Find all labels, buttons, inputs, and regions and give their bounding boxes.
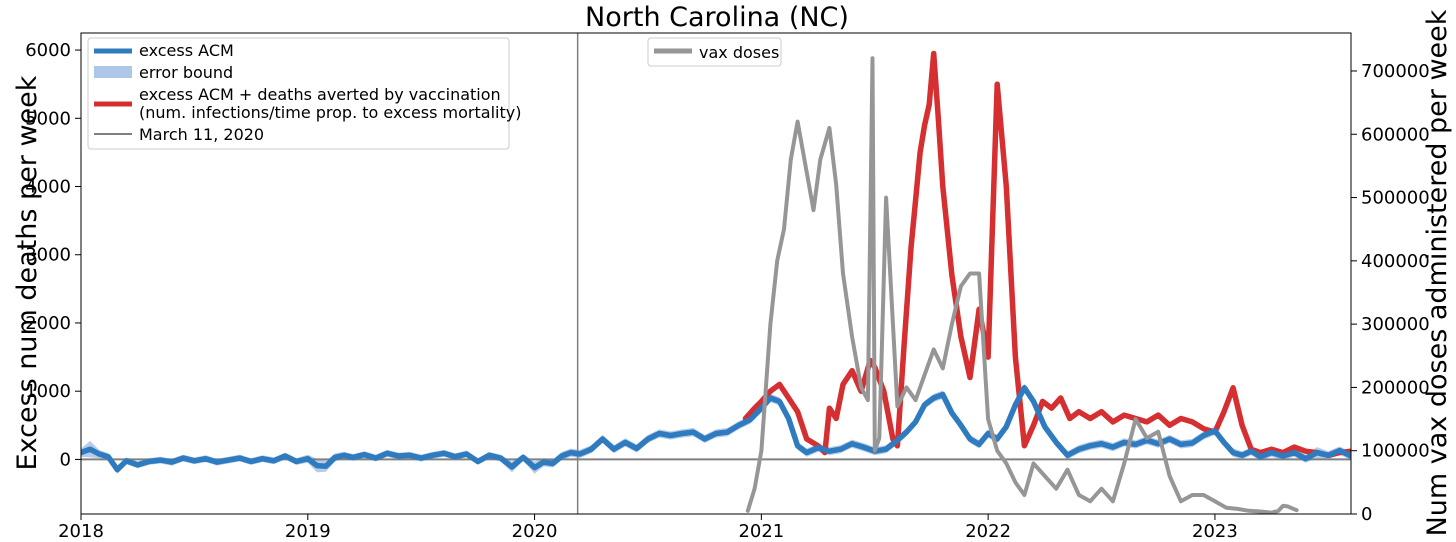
legend-right: vax doses <box>647 37 782 67</box>
x-tick-label-2018: 2018 <box>58 521 104 542</box>
y-right-tick-label-600000: 600000 <box>1361 124 1430 145</box>
series-line-excess-acm <box>81 385 1351 473</box>
y-left-tick-label-0: 0 <box>60 449 71 470</box>
legend-right-frame <box>647 37 782 67</box>
x-tick-label-2023: 2023 <box>1192 521 1238 542</box>
y-left-tick-label-4000: 4000 <box>25 177 71 198</box>
legend-label-vline: March 11, 2020 <box>139 125 264 144</box>
y-right-tick-label-300000: 300000 <box>1361 314 1430 335</box>
y-left-tick-label-1000: 1000 <box>25 381 71 402</box>
y-left-tick-label-6000: 6000 <box>25 40 71 61</box>
plot-frame <box>80 32 1352 515</box>
y-axis-right-title: Num vax doses administered per week <box>1422 9 1453 536</box>
x-tick-label-2020: 2020 <box>512 521 558 542</box>
plot-clip-group <box>81 33 1351 514</box>
series-line-vax-doses <box>745 56 1299 514</box>
x-tick-label-2019: 2019 <box>285 521 331 542</box>
y-right-tick-label-0: 0 <box>1361 504 1372 525</box>
y-right-tick-label-100000: 100000 <box>1361 441 1430 462</box>
y-right-tick-label-700000: 700000 <box>1361 61 1430 82</box>
y-right-tick-label-200000: 200000 <box>1361 377 1430 398</box>
plot-area <box>81 33 1351 514</box>
chart-title: North Carolina (NC) <box>585 2 849 33</box>
y-left-tick-label-3000: 3000 <box>25 245 71 266</box>
legend-label-excess: excess ACM <box>139 41 234 60</box>
legend-label-averted: excess ACM + deaths averted by vaccinati… <box>139 85 501 104</box>
legend-left-frame <box>87 37 510 150</box>
legend-label-averted-2: (num. infections/time prop. to excess mo… <box>139 103 521 122</box>
x-tick-label-2022: 2022 <box>965 521 1011 542</box>
y-right-tick-label-500000: 500000 <box>1361 188 1430 209</box>
y-left-tick-label-2000: 2000 <box>25 313 71 334</box>
y-axis-left-title: Excess num deaths per week <box>12 75 43 470</box>
legend-label-band: error bound <box>139 63 233 82</box>
legend-left: excess ACM error bound excess ACM + deat… <box>87 37 521 150</box>
legend-swatch-band <box>94 66 132 78</box>
x-tick-label-2021: 2021 <box>738 521 784 542</box>
series-line-averted <box>742 50 1351 459</box>
legend-label-vax: vax doses <box>699 43 779 62</box>
y-left-tick-label-5000: 5000 <box>25 108 71 129</box>
y-right-tick-label-400000: 400000 <box>1361 251 1430 272</box>
axes: 2018 2019 2020 2021 2022 2023 0 1000 2000 3000 400… <box>25 40 1430 542</box>
